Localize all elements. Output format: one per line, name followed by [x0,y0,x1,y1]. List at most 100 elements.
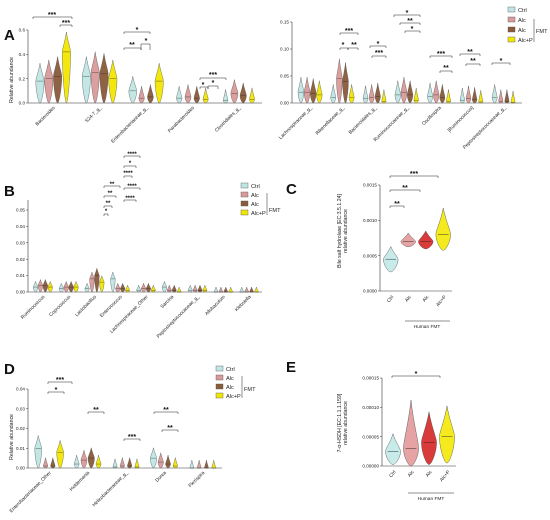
violin [184,84,192,104]
violin [33,280,39,293]
x-tick-label: Ruminococcaceae_g_ [373,105,411,143]
panel-d: Relative abundance 0.000.010.020.030.04 … [9,387,222,514]
sig-mark: *** [209,72,217,79]
sig-mark: *** [437,51,445,58]
violin [147,84,154,104]
violin [68,280,74,293]
bracket [429,55,453,58]
bracket [103,195,117,198]
bracket [207,85,219,89]
violin [94,268,100,293]
legend-swatch-alc-2 [215,383,224,390]
violin [197,284,203,293]
x-tick-label: Enterobacteriaceae_g_ [110,105,150,145]
sig-mark: ** [106,201,111,207]
x-tick-label: Bacteroides [34,105,57,128]
violin [125,284,130,293]
legend-d: Ctrl Alc Alc Alc+P FMT [215,365,256,400]
violin [362,85,369,104]
violin [62,31,71,104]
violin [115,282,121,293]
sig-mark: ** [402,185,408,192]
sig-mark: *** [375,50,383,57]
y-tick-label: 0.00005 [362,434,379,439]
legend-swatch-alc-2 [240,200,249,207]
y-tick-label: 0.6 [19,28,26,33]
sig-mark: * [406,10,409,17]
y-tick-label: 0.00 [280,101,289,106]
violin [348,84,355,104]
y-tick-label: 0.05 [16,208,25,213]
sig-mark: * [377,41,380,48]
x-tick-label: Alc [404,294,413,303]
bracket [389,189,421,192]
sig-mark: *** [48,12,56,19]
violin [230,79,239,104]
bracket [153,411,179,414]
x-tick-label: Enterococcus [99,294,124,319]
bracket [103,213,109,216]
legend-swatch-alc-p [507,36,516,43]
violin [427,82,433,104]
violin [50,457,56,469]
y-tick-label: 0.0005 [363,253,377,258]
violin [161,280,167,293]
human-fmt-label: Human FMT [418,496,445,502]
violin [336,58,343,104]
violin [187,284,193,293]
x-tick-label: Allobaculum [204,294,227,317]
panel-letter-d: D [4,361,15,378]
legend-swatch-ctrl [507,6,516,13]
bracket [140,43,151,50]
x-tick-label: [Ruminococcus] [447,105,475,133]
panel-e-ylabel-line2: relative abundance [343,401,349,445]
sig-mark: ** [167,425,173,432]
x-tick-label: Clostridiales_g_ [214,105,243,134]
sig-mark: * [145,38,148,45]
violin [249,87,255,104]
sig-mark: *** [410,171,418,178]
sig-mark: * [415,371,418,378]
x-tick-label: Dorea [154,470,168,484]
legend-label-alc-2: Alc [518,28,526,34]
violin [84,282,90,293]
bracket [465,63,481,66]
sig-mark: **** [123,171,133,177]
violin [459,87,465,104]
bracket [199,77,227,80]
violin [435,207,451,251]
violin [53,56,62,104]
sig-mark: * [55,387,58,394]
violin [342,62,349,104]
violin [254,286,259,293]
violin [63,280,69,293]
legend-fmt-label: FMT [536,29,548,35]
x-tick-label: Alc [407,469,416,478]
sig-mark: **** [127,184,137,190]
violin [172,457,178,469]
violin [218,286,224,293]
y-tick-label: 0.00000 [362,464,379,469]
y-tick-label: 0.05 [280,74,289,79]
x-tick-label: Ctrl [388,469,397,479]
sig-mark: ** [394,201,400,208]
panel-a-right-brackets: *** * ** * *** * ** * *** ** ** ** * [339,10,511,73]
panel-c-ylabel-line1: Bile salt hydrolase [EC:3.5.1.24] [337,194,343,268]
sig-mark: ** [467,49,473,56]
bracket [161,429,179,432]
violin [472,87,478,104]
violin [74,455,80,469]
sig-mark: **** [125,196,135,202]
violin [498,89,504,104]
legend-fmt-label: FMT [244,387,256,393]
violin [95,455,102,469]
violin [223,89,229,104]
violin [176,86,183,104]
violin [171,284,177,293]
violin [433,80,440,104]
violin [413,87,419,104]
violin [73,280,79,293]
bracket [347,47,359,50]
bracket [393,14,421,17]
sig-mark: *** [128,434,136,441]
